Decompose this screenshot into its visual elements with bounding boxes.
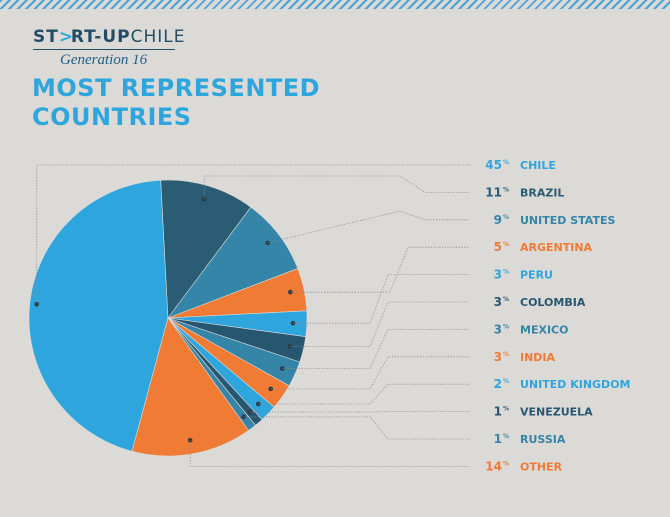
generation-subtitle: Generation 16 bbox=[60, 52, 148, 68]
legend-label-other: OTHER bbox=[520, 460, 563, 473]
leader-line bbox=[243, 416, 470, 440]
legend-value: 9 bbox=[494, 213, 502, 227]
legend-label-peru: PERU bbox=[520, 269, 553, 282]
leader-dot bbox=[287, 344, 293, 349]
legend-label-russia: RUSSIA bbox=[520, 433, 566, 446]
legend-value: 1 bbox=[494, 405, 502, 419]
legend-percent-sign: % bbox=[503, 460, 509, 467]
leader-line bbox=[290, 246, 470, 293]
leader-line bbox=[293, 274, 470, 324]
legend-label-argentina: ARGENTINA bbox=[520, 241, 593, 254]
leader-dot bbox=[279, 366, 285, 371]
legend-label-mexico: MEXICO bbox=[520, 323, 568, 336]
legend-percent-sign: % bbox=[503, 433, 509, 440]
legend-percent-sign: % bbox=[503, 214, 509, 221]
legend-value: 2 bbox=[494, 377, 502, 391]
leader-line bbox=[282, 328, 470, 369]
title-line-2: COUNTRIES bbox=[32, 103, 192, 131]
legend-value: 14 bbox=[485, 459, 502, 473]
logo-text-mid: RT-UP bbox=[70, 27, 131, 47]
logo-text-start: ST bbox=[33, 27, 59, 47]
leader-line bbox=[189, 440, 470, 467]
legend-value: 3 bbox=[494, 295, 502, 309]
legend-percent-sign: % bbox=[503, 269, 509, 276]
startup-chile-logo: ST>RT-UPCHILE bbox=[33, 27, 185, 47]
legend-value: 3 bbox=[494, 268, 502, 282]
leader-line bbox=[270, 356, 470, 390]
title-line-1: MOST REPRESENTED bbox=[32, 74, 321, 102]
leader-line bbox=[267, 210, 470, 244]
logo-arrow-icon: > bbox=[58, 27, 75, 47]
legend-label-chile: CHILE bbox=[520, 159, 556, 172]
logo-text-end: CHILE bbox=[130, 27, 186, 47]
pie-slice-chile bbox=[28, 179, 169, 452]
leader-line bbox=[258, 383, 470, 405]
logo-underline bbox=[33, 49, 175, 50]
legend-percent-sign: % bbox=[503, 406, 509, 413]
legend-label-united-kingdom: UNITED KINGDOM bbox=[520, 378, 631, 391]
legend-percent-sign: % bbox=[503, 186, 509, 193]
legend-value: 3 bbox=[494, 322, 502, 336]
leader-line bbox=[289, 301, 470, 347]
leader-dot bbox=[255, 401, 261, 407]
legend-value: 3 bbox=[494, 350, 502, 364]
page-title: MOST REPRESENTED COUNTRIES bbox=[32, 74, 352, 132]
top-hatch-border bbox=[0, 0, 670, 9]
legend-value: 1 bbox=[494, 432, 502, 446]
legend-percent-sign: % bbox=[503, 351, 509, 358]
leader-dot bbox=[290, 320, 296, 326]
pie-slice-brazil bbox=[160, 179, 252, 319]
legend-value: 11 bbox=[485, 185, 502, 199]
legend-percent-sign: % bbox=[503, 378, 509, 385]
legend-label-colombia: COLOMBIA bbox=[520, 296, 586, 309]
leader-dot bbox=[288, 289, 293, 295]
legend-percent-sign: % bbox=[503, 323, 509, 330]
legend-percent-sign: % bbox=[503, 159, 509, 166]
leader-line bbox=[203, 175, 470, 200]
legend-label-united-states: UNITED STATES bbox=[520, 214, 615, 227]
pie-slice-united-states bbox=[167, 206, 299, 319]
legend-value: 5 bbox=[494, 240, 502, 254]
legend-value: 45 bbox=[485, 158, 502, 172]
legend-label-venezuela: VENEZUELA bbox=[520, 406, 593, 419]
legend-label-brazil: BRAZIL bbox=[520, 186, 564, 199]
legend-label-india: INDIA bbox=[520, 351, 556, 364]
pie-slice-other bbox=[131, 317, 249, 457]
legend-percent-sign: % bbox=[503, 296, 509, 303]
legend-percent-sign: % bbox=[503, 241, 509, 248]
